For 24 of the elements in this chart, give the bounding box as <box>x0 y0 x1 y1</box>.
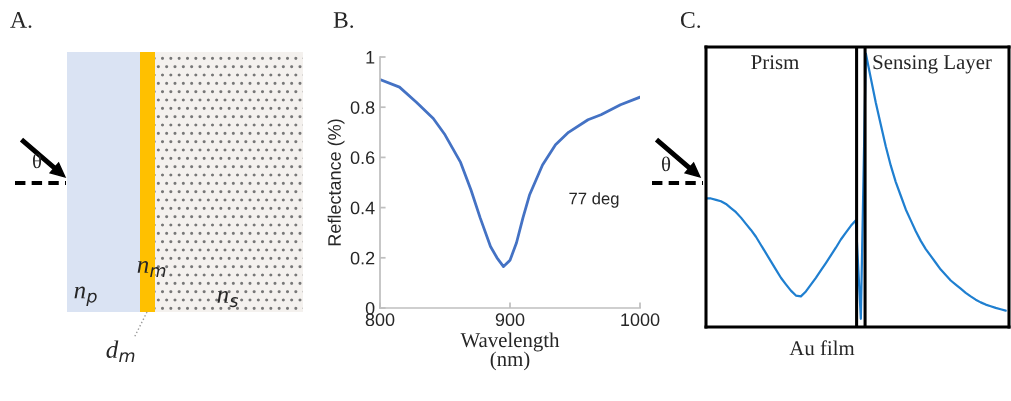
annotation: Sensing Layer <box>873 55 992 74</box>
x-tick-label: 1000 <box>621 313 660 327</box>
x-tick-label: 900 <box>495 313 525 327</box>
y-axis-title: Reflectance (%) <box>327 119 345 246</box>
text: d$_{m}$ <box>106 340 135 362</box>
annotation: Prism <box>751 55 799 70</box>
text: n$_{s}$ <box>217 291 239 308</box>
annotation: 77 deg <box>569 192 619 208</box>
y-tick-label: 0 <box>365 301 375 315</box>
chart-title: B. <box>333 12 354 29</box>
chart-title: C. <box>680 12 701 29</box>
y-tick-label: 1 <box>366 51 375 64</box>
text: θ <box>661 156 671 172</box>
text: A. <box>10 12 32 29</box>
x-axis-title: Wavelength (nm) <box>460 332 560 371</box>
x-tick-label: 800 <box>365 313 395 327</box>
y-tick-label: 0.2 <box>350 251 375 265</box>
text: n$_{p}$ <box>74 286 97 307</box>
text: θ <box>32 153 42 169</box>
text: Au film <box>789 340 855 356</box>
line-series <box>380 78 640 268</box>
y-tick-label: 0.6 <box>350 151 375 165</box>
y-tick-label: 0.4 <box>350 201 375 215</box>
y-tick-label: 0.8 <box>350 101 375 114</box>
